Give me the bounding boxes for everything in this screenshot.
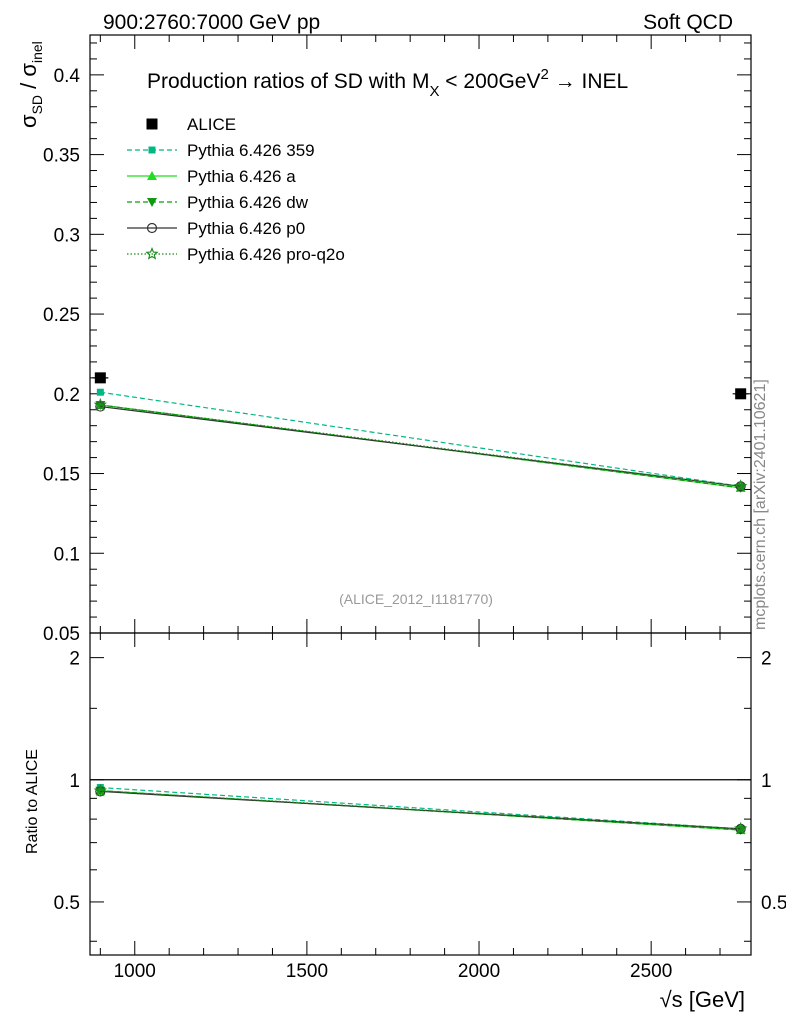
y-tick-label: 0.25 [43,305,80,326]
chart-title-rest: < 200GeV [439,70,540,93]
y-axis-label: σSD / σinel [16,41,45,128]
legend-pythia-6-426-dw-label: Pythia 6.426 dw [187,193,309,212]
chart-title: Production ratios of SD with MX < 200GeV… [147,66,628,100]
legend-pythia-6-426-pro-q2o-label: Pythia 6.426 pro-q2o [187,245,345,264]
y-axis-label-sub: SD [29,95,45,114]
y-axis-label-sigma: σ [16,114,41,128]
y-tick-label: 0.4 [54,66,81,87]
ratio-tick-label-right: 1 [761,771,772,792]
ratio-tick-label-right: 2 [761,649,772,670]
ratio-tick-label-left: 2 [69,649,80,670]
header-left: 900:2760:7000 GeV pp [103,11,320,34]
series-pythia-6-426-pro-q2o-ratio-point [93,783,107,797]
x-tick-label: 1500 [286,961,328,982]
legend-pythia-6-426-dw-marker [147,198,157,207]
side-label: mcplots.cern.ch [arXiv:2401.10621] [752,379,769,630]
legend-pythia-6-426-359-label: Pythia 6.426 359 [187,141,315,160]
analysis-watermark: (ALICE_2012_I1181770) [339,591,493,607]
y-tick-label: 0.3 [54,225,80,246]
series-pythia-6-426-pro-q2o-ratio-point [734,821,748,835]
series-pythia-6-426-p0-point [95,401,106,412]
legend-alice-marker [146,118,158,130]
series-pythia-6-426-p0-line [100,405,741,487]
ratio-y-axis-label: Ratio to ALICE [24,749,41,854]
x-tick-label: 1000 [114,961,156,982]
x-tick-label: 2500 [630,961,672,982]
y-tick-label: 0.15 [43,465,80,486]
chart-title-sub: X [429,83,439,100]
series-pythia-6-426-359-point [96,388,104,396]
series-pythia-6-426-p0-ratio-line [100,790,741,830]
header-right: Soft QCD [643,11,733,34]
legend-pythia-6-426-a-marker [147,171,157,180]
y-tick-label: 0.2 [54,385,80,406]
series-pythia-6-426-359-line [100,391,741,487]
ratio-tick-label-left: 0.5 [54,893,80,914]
y-tick-label: 0.35 [43,146,80,167]
series-pythia-6-426-pro-q2o-point [734,479,748,492]
ratio-series [93,783,748,836]
x-tick-label: 2000 [458,961,500,982]
chart-title-main: Production ratios of SD with M [147,70,429,93]
series-pythia-6-426-359-ratio-line [100,786,741,830]
y-tick-label: 0.05 [43,624,80,645]
ratio-tick-label-right: 0.5 [761,893,786,914]
chart-title-sup: 2 [540,66,548,83]
legend-pythia-6-426-p0-marker [146,222,158,234]
legend-pythia-6-426-p0-label: Pythia 6.426 p0 [187,219,305,238]
x-axis-label: √s [GeV] [660,987,745,1012]
y-axis-label-div-sub: inel [29,41,45,63]
y-axis-label-div: / σ [16,63,41,95]
legend-pythia-6-426-359-marker [148,146,156,154]
chart-title-tail: → INEL [549,70,628,93]
y-tick-label: 0.1 [54,544,80,565]
ratio-plot-frame [89,632,752,956]
legend-alice-label: ALICE [187,115,236,134]
legend-pythia-6-426-pro-q2o-marker [145,247,159,260]
series-pythia-6-426-pro-q2o-point [93,397,107,411]
legend: ALICE Pythia 6.426 359 Pythia 6.426 a Pythi… [127,115,345,264]
series-pythia-6-426-pro-q2o-line [100,404,741,487]
ratio-tick-label-left: 1 [69,771,80,792]
legend-pythia-6-426-a-label: Pythia 6.426 a [187,167,296,186]
main-series [92,372,749,493]
